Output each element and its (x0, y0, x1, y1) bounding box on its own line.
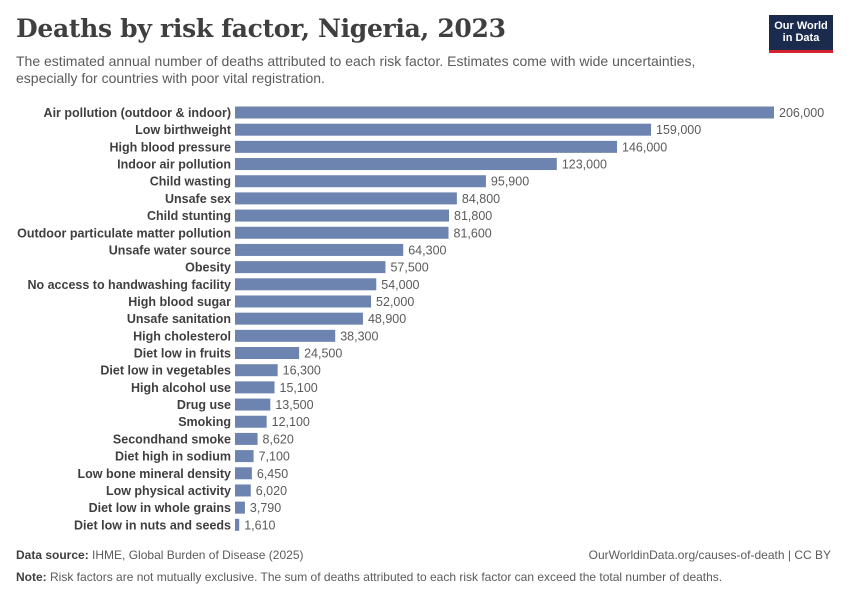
value-label: 24,500 (304, 347, 342, 361)
category-label: Air pollution (outdoor & indoor) (44, 106, 231, 120)
bar[interactable] (235, 158, 557, 171)
value-label: 52,000 (376, 295, 414, 309)
bar[interactable] (235, 518, 240, 531)
bar[interactable] (235, 175, 486, 188)
bar[interactable] (235, 226, 449, 239)
bar-chart: Air pollution (outdoor & indoor) 206,000 L… (17, 106, 824, 532)
category-label: Secondhand smoke (113, 432, 231, 446)
category-label: Unsafe sex (165, 192, 231, 206)
value-label: 84,800 (462, 192, 500, 206)
category-label: Child wasting (150, 175, 231, 189)
bar[interactable] (235, 209, 450, 222)
category-label: Diet low in vegetables (100, 364, 231, 378)
owid-logo[interactable]: Our World in Data (769, 15, 833, 53)
bar[interactable] (235, 484, 251, 497)
value-label: 146,000 (622, 140, 667, 154)
category-label: Obesity (185, 261, 231, 275)
bar[interactable] (235, 415, 267, 428)
category-label: Child stunting (147, 209, 231, 223)
value-label: 54,000 (381, 278, 419, 292)
value-label: 7,100 (259, 450, 290, 464)
value-label: 159,000 (656, 123, 701, 137)
bar[interactable] (235, 467, 252, 480)
value-label: 6,020 (256, 484, 287, 498)
value-label: 8,620 (263, 432, 294, 446)
value-label: 81,600 (454, 226, 492, 240)
bar[interactable] (235, 432, 258, 445)
bar[interactable] (235, 278, 377, 291)
category-label: Unsafe sanitation (127, 312, 231, 326)
bar[interactable] (235, 329, 336, 342)
category-label: High alcohol use (131, 381, 231, 395)
data-source-link[interactable]: IHME, Global Burden of Disease (2025) (92, 548, 304, 562)
value-label: 38,300 (340, 329, 378, 343)
value-label: 57,500 (390, 261, 428, 275)
value-label: 206,000 (779, 106, 824, 120)
category-label: High blood pressure (109, 140, 231, 154)
bar[interactable] (235, 106, 774, 119)
bar[interactable] (235, 140, 618, 153)
value-label: 16,300 (283, 364, 321, 378)
value-label: 123,000 (562, 158, 607, 172)
bar[interactable] (235, 295, 372, 308)
footnote: Note: Risk factors are not mutually excl… (16, 570, 722, 584)
category-label: Low physical activity (106, 484, 231, 498)
category-label: Low bone mineral density (78, 467, 232, 481)
value-label: 48,900 (368, 312, 406, 326)
category-label: Diet low in whole grains (89, 501, 231, 515)
category-label: Diet high in sodium (115, 450, 231, 464)
bar[interactable] (235, 347, 300, 360)
data-source: Data source: IHME, Global Burden of Dise… (16, 548, 303, 562)
bar[interactable] (235, 364, 278, 377)
logo-line-2: in Data (782, 32, 820, 44)
category-label: Diet low in nuts and seeds (74, 518, 231, 532)
bar[interactable] (235, 192, 457, 205)
value-label: 1,610 (244, 518, 275, 532)
value-label: 13,500 (275, 398, 313, 412)
value-label: 12,100 (272, 415, 310, 429)
chart-subtitle: The estimated annual number of deaths at… (16, 53, 696, 86)
bar[interactable] (235, 450, 254, 463)
note-text: Risk factors are not mutually exclusive.… (50, 570, 723, 584)
category-label: No access to handwashing facility (27, 278, 231, 292)
category-label: Outdoor particulate matter pollution (17, 226, 231, 240)
bar[interactable] (235, 398, 271, 411)
bar[interactable] (235, 261, 386, 274)
category-label: Unsafe water source (109, 243, 231, 257)
value-label: 64,300 (408, 243, 446, 257)
source-url[interactable]: OurWorldinData.org/causes-of-death | CC … (588, 548, 831, 562)
value-label: 81,800 (454, 209, 492, 223)
chart-title: Deaths by risk factor, Nigeria, 2023 (16, 14, 506, 43)
category-label: Drug use (177, 398, 231, 412)
data-source-label: Data source: (16, 548, 89, 562)
logo-line-1: Our World (774, 20, 828, 32)
category-label: Diet low in fruits (134, 347, 231, 361)
category-label: Indoor air pollution (117, 158, 231, 172)
bar[interactable] (235, 312, 363, 325)
bar[interactable] (235, 501, 245, 514)
value-label: 15,100 (280, 381, 318, 395)
bar[interactable] (235, 243, 404, 256)
value-label: 95,900 (491, 175, 529, 189)
category-label: High cholesterol (133, 329, 231, 343)
value-label: 3,790 (250, 501, 281, 515)
note-label: Note: (16, 570, 47, 584)
category-label: High blood sugar (128, 295, 231, 309)
value-label: 6,450 (257, 467, 288, 481)
category-label: Smoking (178, 415, 231, 429)
bar[interactable] (235, 381, 275, 394)
bar[interactable] (235, 123, 652, 136)
category-label: Low birthweight (135, 123, 232, 137)
